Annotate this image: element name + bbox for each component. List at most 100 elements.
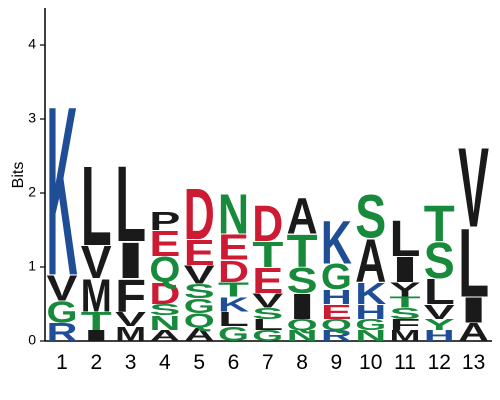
logo-letter-v: V: [424, 300, 455, 323]
x-tick-label: 11: [394, 351, 416, 374]
x-tick-label: 2: [90, 351, 102, 374]
x-tick-label: 6: [228, 351, 240, 374]
logo-letter-i: I: [81, 327, 112, 344]
logo-letter-s: S: [287, 260, 318, 301]
logo-letter-s: S: [252, 305, 283, 322]
logo-letter-i: I: [287, 286, 318, 326]
logo-letter-a: A: [355, 227, 386, 295]
logo-letter-n: N: [287, 327, 318, 344]
logo-letter-g: G: [47, 295, 78, 330]
logo-letter-p: P: [149, 207, 180, 236]
logo-letter-n: N: [149, 312, 180, 335]
logo-letter-e: E: [149, 223, 180, 264]
logo-letter-a: A: [184, 325, 215, 346]
logo-letter-q: Q: [287, 317, 318, 334]
x-tick-label: 12: [428, 351, 451, 374]
logo-letter-d: D: [184, 173, 215, 254]
x-tick-label: 10: [359, 351, 382, 374]
logo-letter-r: R: [47, 318, 78, 346]
x-tick-label: 9: [331, 351, 343, 374]
logo-letter-l: L: [424, 272, 455, 312]
logo-letter-i: I: [115, 232, 146, 289]
logo-letter-g: G: [252, 328, 283, 345]
logo-letter-e: E: [218, 227, 249, 268]
logo-letter-h: H: [355, 301, 386, 324]
logo-letter-v: V: [47, 267, 78, 308]
logo-letter-s: S: [184, 279, 215, 302]
logo-letter-v: V: [458, 126, 489, 252]
logo-letter-t: T: [252, 235, 283, 275]
logo-letter-g: G: [321, 258, 352, 298]
logo-letter-e: E: [184, 232, 215, 273]
logo-letter-t: T: [218, 279, 249, 302]
logo-letter-s: S: [355, 182, 386, 251]
logo-letter-y: Y: [424, 317, 455, 334]
logo-letter-v: V: [81, 236, 112, 288]
logo-letter-t: T: [390, 294, 421, 311]
logo-letter-a: A: [458, 318, 489, 346]
y-tick-label: 2: [28, 184, 36, 200]
logo-letter-f: F: [115, 270, 146, 321]
logo-letter-r: R: [321, 327, 352, 344]
x-axis-ticks: 1 2 3 4 5 6 7 8 9 10 11 12 13: [56, 351, 485, 374]
logo-letter-n: N: [355, 327, 386, 344]
logo-letter-y: Y: [389, 278, 420, 301]
logo-letter-s: S: [424, 233, 455, 290]
logo-letter-d: D: [252, 196, 283, 254]
logo-letter-s: S: [149, 302, 180, 319]
logo-letter-m: M: [390, 327, 421, 344]
logo-letter-k: K: [355, 276, 386, 311]
logo-letter-v: V: [115, 308, 146, 331]
x-tick-label: 1: [56, 351, 68, 374]
logo-letter-k: K: [47, 56, 78, 326]
logo-letter-i: I: [458, 290, 489, 330]
logo-letter-n: N: [218, 183, 249, 246]
logo-letter-v: V: [184, 260, 215, 289]
logo-letter-d: D: [149, 276, 180, 311]
logo-letter-l: L: [115, 144, 146, 264]
y-axis-label: Bits: [10, 162, 27, 189]
logo-letter-g: G: [218, 322, 249, 345]
logo-letter-v: V: [252, 289, 283, 312]
logo-letter-q: Q: [149, 251, 180, 291]
x-tick-label: 8: [296, 351, 308, 374]
logo-letter-m: M: [81, 270, 112, 322]
logo-letter-h: H: [424, 327, 455, 344]
logo-letter-g: G: [355, 317, 386, 334]
x-tick-label: 7: [262, 351, 274, 374]
logo-letter-i: I: [390, 249, 421, 289]
logo-letter-e: E: [321, 300, 352, 323]
logo-letter-t: T: [424, 195, 455, 252]
logo-letter-s: S: [390, 305, 421, 322]
y-tick-label: 1: [28, 258, 36, 274]
x-tick-label: 5: [193, 351, 205, 374]
logo-letter-f: F: [390, 316, 421, 333]
logo-letter-l: L: [458, 210, 489, 318]
logo-letter-m: M: [115, 323, 146, 346]
x-tick-label: 4: [159, 351, 171, 374]
y-tick-label: 3: [28, 110, 36, 126]
logo-letter-t: T: [287, 226, 318, 277]
logo-letter-d: D: [218, 254, 249, 289]
logo-letter-k: K: [321, 209, 352, 277]
logo-letter-stacks: RGVKITMVLMVFILANSDQEPAQGSVEDGLKTDENGLSVE…: [47, 56, 490, 347]
x-tick-label: 13: [462, 351, 485, 374]
logo-letter-g: G: [184, 294, 215, 317]
logo-letter-e: E: [252, 260, 283, 301]
logo-letter-q: Q: [321, 317, 352, 334]
logo-letter-l: L: [218, 308, 249, 331]
logo-letter-l: L: [390, 210, 421, 267]
logo-letter-t: T: [81, 307, 113, 336]
logo-letter-q: Q: [184, 309, 215, 332]
logo-letter-l: L: [81, 143, 112, 269]
logo-letter-k: K: [218, 294, 249, 317]
logo-letter-h: H: [321, 286, 352, 309]
logo-letter-l: L: [252, 316, 283, 333]
x-tick-label: 3: [125, 351, 137, 374]
logo-letter-a: A: [287, 188, 318, 246]
chart-axes: Bits: [10, 8, 492, 342]
y-tick-label: 4: [28, 36, 36, 52]
y-axis-ticks: 0 1 2 3 4: [28, 36, 45, 348]
y-tick-label: 0: [28, 332, 36, 348]
